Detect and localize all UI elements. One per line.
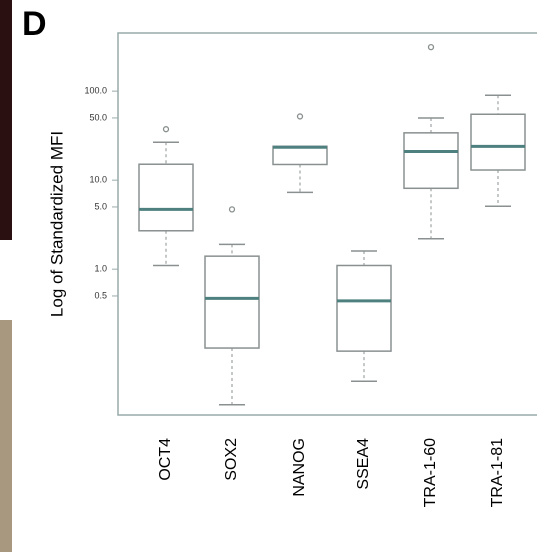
box: [471, 114, 525, 170]
x-tick-label: OCT4: [157, 438, 174, 481]
x-tick-label: SOX2: [223, 438, 240, 481]
outlier: [230, 207, 235, 212]
outlier: [429, 45, 434, 50]
neighbor-image-strip: [0, 320, 12, 552]
box: [273, 146, 327, 164]
outlier: [298, 114, 303, 119]
x-tick-label: SSEA4: [355, 438, 372, 490]
neighbor-image-strip: [0, 0, 12, 240]
x-tick-label: TRA-1-81: [489, 438, 506, 507]
y-tick-label: 50.0: [89, 112, 107, 122]
box: [337, 265, 391, 351]
chart: D Log of Standardized MFI 100.0 50.0 10.0 5…: [0, 0, 537, 552]
y-tick-label: 10.0: [89, 175, 107, 185]
y-tick-label: 1.0: [94, 264, 107, 274]
y-axis-title: Log of Standardized MFI: [47, 131, 66, 317]
x-tick-label: NANOG: [291, 438, 308, 497]
box: [404, 133, 458, 188]
x-tick-label: TRA-1-60: [422, 438, 439, 507]
box: [205, 256, 259, 348]
y-tick-label: 100.0: [84, 86, 107, 96]
page: D Log of Standardized MFI 100.0 50.0 10.0 5…: [0, 0, 537, 552]
panel-label: D: [22, 5, 47, 43]
y-tick-label: 0.5: [94, 290, 107, 300]
outlier: [164, 127, 169, 132]
y-tick-label: 5.0: [94, 201, 107, 211]
box: [139, 164, 193, 231]
